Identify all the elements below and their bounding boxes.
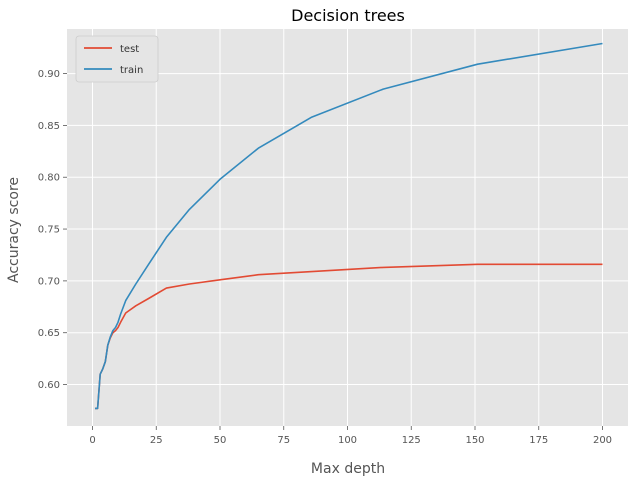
- x-tick-label: 125: [402, 435, 421, 446]
- x-axis-ticks: 0 25 50 75 100 125 150 175 200: [89, 426, 612, 446]
- x-tick-label: 50: [214, 435, 227, 446]
- y-axis-label: Accuracy score: [6, 177, 22, 283]
- legend-label-test: test: [120, 44, 139, 55]
- legend: test train: [75, 35, 159, 83]
- grid: [67, 29, 628, 426]
- y-tick-label: 0.85: [38, 121, 60, 132]
- x-tick-label: 150: [465, 435, 484, 446]
- y-tick-label: 0.80: [38, 173, 60, 184]
- legend-label-train: train: [120, 65, 143, 76]
- y-tick-label: 0.90: [38, 69, 60, 80]
- y-tick-label: 0.65: [38, 328, 60, 339]
- y-axis-ticks: 0.60 0.65 0.70 0.75 0.80 0.85 0.90: [38, 69, 67, 391]
- x-tick-label: 175: [529, 435, 548, 446]
- legend-box: [75, 35, 159, 83]
- x-axis-label: Max depth: [311, 461, 385, 477]
- x-tick-label: 25: [150, 435, 163, 446]
- x-tick-label: 100: [338, 435, 357, 446]
- y-tick-label: 0.60: [38, 380, 60, 391]
- y-tick-label: 0.70: [38, 276, 60, 287]
- x-tick-label: 0: [89, 435, 95, 446]
- x-tick-label: 200: [593, 435, 612, 446]
- y-tick-label: 0.75: [38, 225, 60, 236]
- series-line-train: [95, 42, 603, 410]
- chart-title: Decision trees: [291, 6, 405, 25]
- x-tick-label: 75: [277, 435, 290, 446]
- series-lines: [95, 42, 603, 410]
